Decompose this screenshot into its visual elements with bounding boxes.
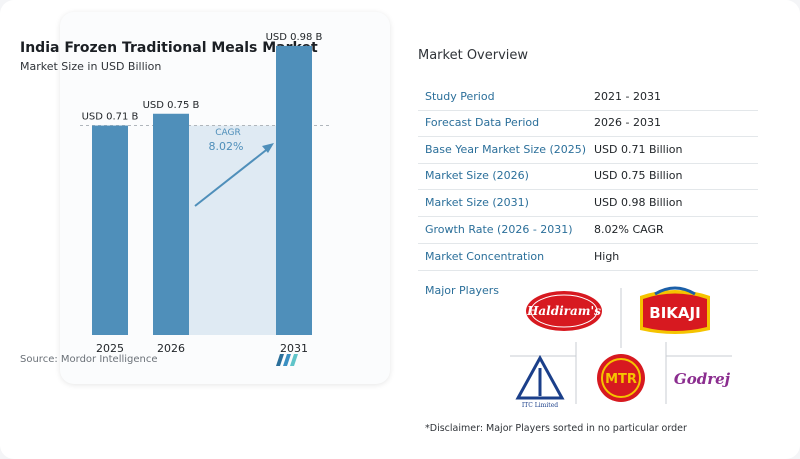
bar [92,125,128,335]
overview-value: 2026 - 2031 [594,116,661,129]
cagr-value: 8.02% [209,140,244,153]
major-players-label: Major Players [425,284,499,297]
bikaji-logo-text: BIKAJI [649,304,700,322]
chart-title: India Frozen Traditional Meals Market [20,40,318,56]
overview-value: USD 0.98 Billion [594,196,683,209]
overview-row: Market Size (2031) USD 0.98 Billion [418,191,758,217]
itc-logo-text: ITC Limited [522,402,558,409]
overview-value: USD 0.71 Billion [594,143,683,156]
overview-row: Growth Rate (2026 - 2031) 8.02% CAGR [418,218,758,244]
x-tick-label: 2031 [280,342,308,355]
x-tick-label: 2026 [157,342,185,355]
overview-row: Market Concentration High [418,245,758,271]
bar-value-label: USD 0.75 B [143,100,200,111]
overview-value: High [594,250,620,263]
overview-value: USD 0.75 Billion [594,169,683,182]
bar [153,113,189,335]
itc-logo: ITC Limited [515,354,565,409]
cagr-arrow [194,146,271,207]
overview-label: Market Size (2026) [425,169,529,182]
bar [276,45,312,336]
cagr-label: CAGR [215,128,241,138]
overview-row: Base Year Market Size (2025) USD 0.71 Bi… [418,138,758,164]
overview-label: Market Concentration [425,250,545,263]
haldirams-logo-text: Haldiram's [526,304,601,318]
overview-row: Forecast Data Period 2026 - 2031 [418,111,758,137]
godrej-logo-text: Godrej [674,370,731,388]
mordor-logo-icon [276,354,298,366]
x-tick-label: 2025 [96,342,124,355]
overview-title: Market Overview [418,48,529,63]
overview-value: 8.02% CAGR [594,223,664,236]
mtr-logo-text: MTR [605,372,637,387]
overview-label: Market Size (2031) [425,196,529,209]
overview-row: Market Size (2026) USD 0.75 Billion [418,164,758,190]
baseline-region [189,125,276,335]
overview-row: Study Period 2021 - 2031 [418,85,758,111]
bikaji-logo: BIKAJI [640,286,710,334]
chart-source: Source: Mordor Intelligence [20,354,158,365]
overview-label: Base Year Market Size (2025) [425,143,587,156]
disclaimer: *Disclaimer: Major Players sorted in no … [425,423,687,434]
overview-label: Growth Rate (2026 - 2031) [425,223,573,236]
overview-label: Study Period [425,90,495,103]
bar-value-label: USD 0.71 B [82,112,139,123]
haldirams-logo: Haldiram's [526,291,602,331]
mtr-logo: MTR [597,354,645,402]
godrej-logo: Godrej [674,370,731,388]
overview-value: 2021 - 2031 [594,90,661,103]
bar-value-label: USD 0.98 B [266,32,323,43]
chart-subtitle: Market Size in USD Billion [20,60,162,73]
cagr-arrowhead [262,143,274,153]
overview-label: Forecast Data Period [425,116,540,129]
major-players-grid: Haldiram's BIKAJI ITC Limited MTR Godrej [510,286,732,409]
